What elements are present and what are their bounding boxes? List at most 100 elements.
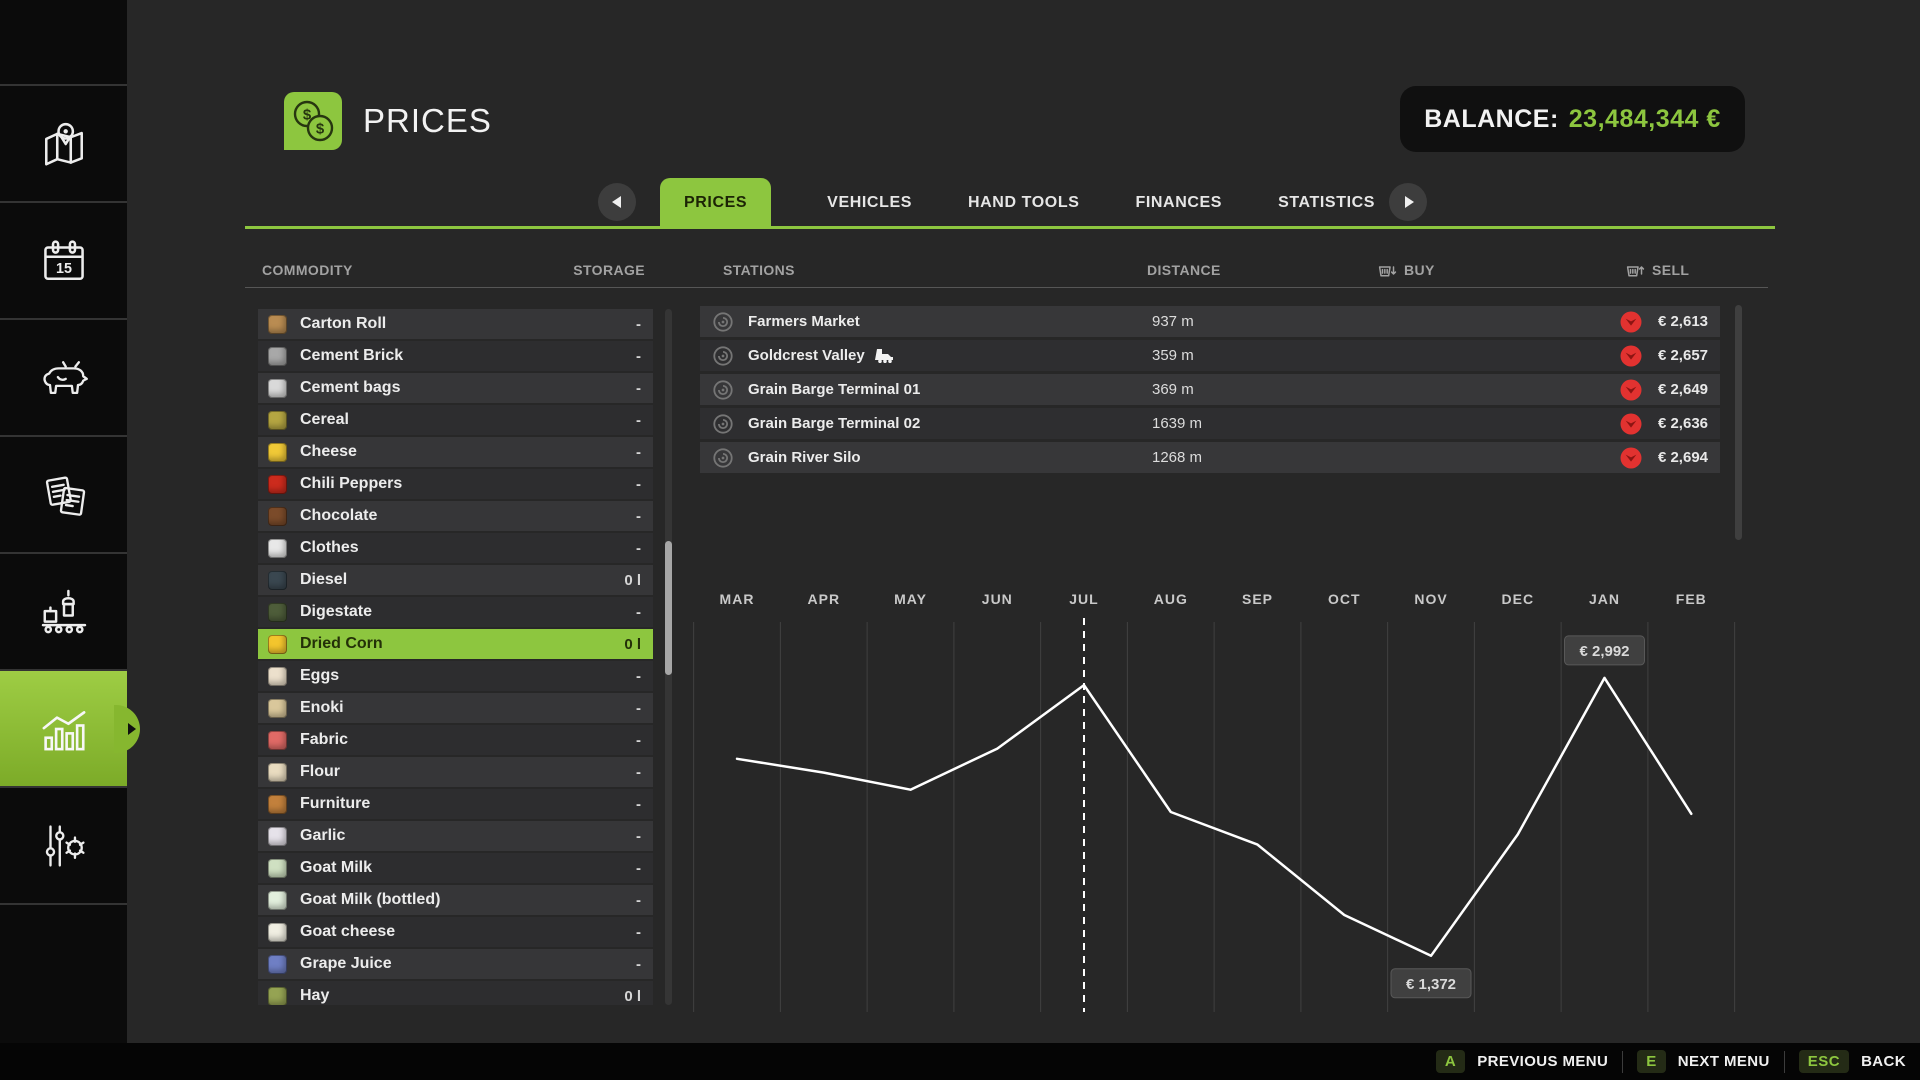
station-row[interactable]: Grain River Silo 1268 m € 2,694: [700, 442, 1720, 473]
commodity-row[interactable]: Chili Peppers -: [258, 469, 653, 499]
trend-down-icon: [1620, 447, 1642, 469]
tabs-prev-button[interactable]: [598, 183, 636, 221]
chart-month-label: MAR: [720, 591, 755, 607]
sidebar-item-animals[interactable]: [0, 318, 127, 435]
commodity-row[interactable]: Goat Milk (bottled) -: [258, 885, 653, 915]
commodity-row[interactable]: Digestate -: [258, 597, 653, 627]
hotspot-icon: [712, 345, 734, 367]
commodity-row[interactable]: Cheese -: [258, 437, 653, 467]
chart-month-label: JUL: [1069, 591, 1098, 607]
footer-hint-label: PREVIOUS MENU: [1477, 1053, 1609, 1070]
commodity-storage-value: -: [636, 475, 641, 493]
commodity-row[interactable]: Cement Brick -: [258, 341, 653, 371]
commodity-row[interactable]: Hay 0 l: [258, 981, 653, 1005]
arrow-right-icon: [1404, 196, 1414, 208]
commodity-name: Dried Corn: [300, 635, 383, 652]
station-row[interactable]: Grain Barge Terminal 01 369 m € 2,649: [700, 374, 1720, 405]
station-row[interactable]: Goldcrest Valley 359 m € 2,657: [700, 340, 1720, 371]
keycap-esc[interactable]: ESC: [1798, 1050, 1850, 1073]
page-title: PRICES: [363, 102, 492, 139]
tab-statistics[interactable]: STATISTICS: [1278, 194, 1376, 211]
hotspot-icon: [712, 447, 734, 469]
keycap-e[interactable]: E: [1637, 1050, 1666, 1073]
commodity-name: Flour: [300, 763, 340, 780]
column-header-commodity[interactable]: COMMODITY: [262, 262, 353, 278]
sidebar-item-statistics[interactable]: [0, 669, 127, 786]
keycap-a[interactable]: A: [1435, 1050, 1466, 1073]
commodity-row[interactable]: Carton Roll -: [258, 309, 653, 339]
commodity-row[interactable]: Grape Juice -: [258, 949, 653, 979]
column-header-buy[interactable]: BUY: [1377, 254, 1435, 286]
cement-bags-icon: [268, 378, 287, 398]
station-row[interactable]: Grain Barge Terminal 02 1639 m € 2,636: [700, 408, 1720, 439]
commodity-row[interactable]: Furniture -: [258, 789, 653, 819]
commodity-name: Carton Roll: [300, 315, 387, 332]
commodity-row[interactable]: Enoki -: [258, 693, 653, 723]
commodity-row[interactable]: Flour -: [258, 757, 653, 787]
tab-prices[interactable]: PRICES: [660, 178, 772, 228]
commodity-row[interactable]: Cement bags -: [258, 373, 653, 403]
commodity-storage-value: -: [636, 539, 641, 557]
tabs-next-button[interactable]: [1389, 183, 1427, 221]
trend-down-icon: [1620, 345, 1642, 367]
commodity-scrollbar-thumb[interactable]: [665, 541, 672, 675]
tab-hand-tools[interactable]: HAND TOOLS: [968, 194, 1080, 211]
stations-list: Farmers Market 937 m € 2,613 Goldcrest Vall…: [700, 306, 1720, 476]
column-header-distance[interactable]: DISTANCE: [1147, 262, 1221, 278]
tab-vehicles[interactable]: VEHICLES: [827, 194, 912, 211]
commodity-row[interactable]: Goat cheese -: [258, 917, 653, 947]
column-header-sell[interactable]: SELL: [1625, 254, 1689, 286]
sidebar-item-contracts[interactable]: [0, 435, 127, 552]
sidebar-blank-top: [0, 0, 127, 84]
commodity-name: Chili Peppers: [300, 475, 403, 492]
station-name-text: Grain River Silo: [748, 449, 861, 466]
chart-month-label: APR: [808, 591, 841, 607]
commodity-row[interactable]: Diesel 0 l: [258, 565, 653, 595]
commodity-row[interactable]: Goat Milk -: [258, 853, 653, 883]
station-distance: 1639 m: [1152, 415, 1203, 432]
price-line: [735, 676, 1693, 958]
commodity-row[interactable]: Garlic -: [258, 821, 653, 851]
fabric-icon: [268, 730, 287, 750]
svg-text:$: $: [303, 107, 312, 124]
commodity-storage-value: -: [636, 379, 641, 397]
goat-milk-icon: [268, 858, 287, 878]
commodity-row[interactable]: Dried Corn 0 l: [258, 629, 653, 659]
commodity-storage-value: -: [636, 763, 641, 781]
sidebar-item-production[interactable]: [0, 552, 127, 669]
cereal-icon: [268, 410, 287, 430]
flour-icon: [268, 762, 287, 782]
commodity-row[interactable]: Fabric -: [258, 725, 653, 755]
station-name: Grain Barge Terminal 02: [748, 415, 920, 432]
stations-scrollbar[interactable]: [1735, 305, 1742, 540]
commodity-row[interactable]: Eggs -: [258, 661, 653, 691]
station-name: Grain Barge Terminal 01: [748, 381, 920, 398]
chart-month-label: OCT: [1328, 591, 1361, 607]
tab-finances[interactable]: FINANCES: [1135, 194, 1223, 211]
hotspot-icon: [712, 379, 734, 401]
eggs-icon: [268, 666, 287, 686]
column-header-stations[interactable]: STATIONS: [723, 262, 795, 278]
column-header-storage[interactable]: STORAGE: [573, 262, 645, 278]
bottom-bar: A PREVIOUS MENU E NEXT MENU ESC BACK: [0, 1043, 1920, 1080]
commodity-storage-value: -: [636, 955, 641, 973]
commodity-row[interactable]: Clothes -: [258, 533, 653, 563]
commodity-row[interactable]: Cereal -: [258, 405, 653, 435]
dried-corn-icon: [268, 634, 287, 654]
sidebar-item-map[interactable]: [0, 84, 127, 201]
sidebar-item-calendar[interactable]: 15: [0, 201, 127, 318]
documents-icon: [37, 468, 91, 522]
digestate-icon: [268, 602, 287, 622]
station-row[interactable]: Farmers Market 937 m € 2,613: [700, 306, 1720, 337]
commodity-name: Cement Brick: [300, 347, 404, 364]
commodity-name: Hay: [300, 987, 330, 1004]
tab-bar: PRICES VEHICLES HAND TOOLS FINANCES STATISTI…: [660, 178, 1375, 228]
commodity-row[interactable]: Chocolate -: [258, 501, 653, 531]
price-annotation-box: [1564, 635, 1645, 666]
commodity-storage-value: -: [636, 795, 641, 813]
sidebar-item-settings[interactable]: [0, 786, 127, 903]
commodity-storage-value: 0 l: [624, 635, 641, 653]
goat-cheese-icon: [268, 922, 287, 942]
balance-box: BALANCE: 23,484,344 €: [1400, 86, 1745, 152]
commodity-storage-value: -: [636, 315, 641, 333]
